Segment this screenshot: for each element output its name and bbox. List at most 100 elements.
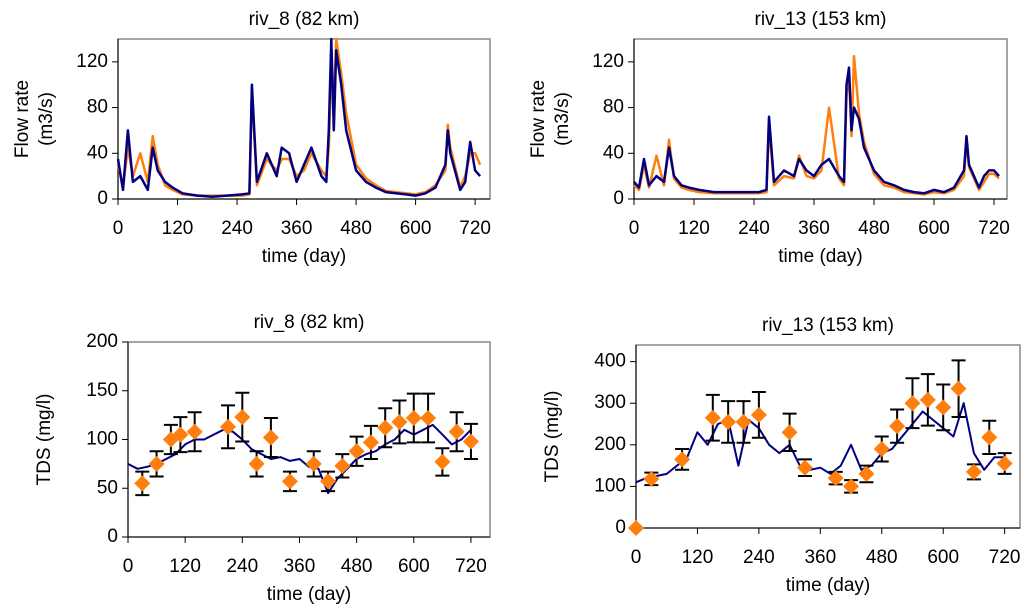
x-tick-label: 0 xyxy=(113,218,124,239)
y-tick-label: 40 xyxy=(603,142,624,163)
y-axis-label: TDS (mg/l) xyxy=(34,394,55,486)
x-tick-label: 480 xyxy=(340,218,372,239)
data-line xyxy=(633,66,1000,195)
y-axis-label: (m3/s) xyxy=(552,92,573,146)
data-point xyxy=(305,455,322,472)
y-tick-label: 400 xyxy=(594,351,626,372)
data-point xyxy=(281,473,298,490)
data-point xyxy=(220,418,237,435)
data-point xyxy=(889,418,906,435)
data-point xyxy=(904,395,921,412)
data-point xyxy=(377,419,394,436)
y-axis-label: (m3/s) xyxy=(36,92,57,146)
x-axis-label: time (day) xyxy=(267,584,351,605)
x-tick-label: 360 xyxy=(281,218,313,239)
x-tick-label: 120 xyxy=(162,218,194,239)
y-tick-label: 100 xyxy=(86,429,118,450)
x-tick-label: 120 xyxy=(169,556,201,577)
chart-title: riv_13 (153 km) xyxy=(755,9,887,30)
x-tick-label: 720 xyxy=(978,218,1010,239)
data-line xyxy=(116,37,482,198)
y-tick-label: 120 xyxy=(76,51,108,72)
y-tick-label: 40 xyxy=(87,142,108,163)
y-tick-label: 120 xyxy=(592,51,624,72)
x-tick-label: 600 xyxy=(918,218,950,239)
x-tick-label: 240 xyxy=(221,218,253,239)
x-tick-label: 360 xyxy=(804,547,836,568)
chart-title: riv_8 (82 km) xyxy=(254,312,365,333)
x-tick-label: 720 xyxy=(455,556,487,577)
y-tick-label: 0 xyxy=(615,517,626,538)
x-tick-label: 600 xyxy=(398,556,430,577)
x-tick-label: 0 xyxy=(123,556,134,577)
x-axis-label: time (day) xyxy=(786,575,870,596)
data-point xyxy=(172,426,189,443)
data-point xyxy=(628,520,644,536)
x-tick-label: 0 xyxy=(631,547,642,568)
x-tick-label: 120 xyxy=(682,547,714,568)
plot-frame xyxy=(635,344,1021,529)
data-point xyxy=(248,455,265,472)
y-tick-label: 150 xyxy=(86,380,118,401)
data-point xyxy=(148,455,165,472)
y-tick-label: 0 xyxy=(97,188,108,209)
y-tick-label: 200 xyxy=(86,331,118,352)
data-point xyxy=(843,478,860,495)
x-tick-label: 360 xyxy=(284,556,316,577)
data-point xyxy=(262,429,279,446)
data-point xyxy=(186,423,203,440)
y-tick-label: 80 xyxy=(87,97,108,118)
plot-frame xyxy=(117,38,491,200)
x-tick-label: 360 xyxy=(798,218,830,239)
x-tick-label: 600 xyxy=(400,218,432,239)
data-point xyxy=(704,409,721,426)
data-point xyxy=(781,424,798,441)
chart-title: riv_8 (82 km) xyxy=(249,9,360,30)
x-tick-label: 480 xyxy=(341,556,373,577)
x-tick-label: 120 xyxy=(678,218,710,239)
x-tick-label: 480 xyxy=(858,218,890,239)
data-point xyxy=(643,470,660,487)
data-point xyxy=(362,434,379,451)
x-tick-label: 240 xyxy=(738,218,770,239)
data-line xyxy=(635,402,1005,484)
data-point xyxy=(405,410,422,427)
data-point xyxy=(796,459,813,476)
data-point xyxy=(935,399,952,416)
data-point xyxy=(334,457,351,474)
data-point xyxy=(735,413,752,430)
y-tick-label: 0 xyxy=(613,188,624,209)
chart-title: riv_13 (153 km) xyxy=(762,315,894,336)
y-tick-label: 0 xyxy=(107,526,118,547)
x-tick-label: 720 xyxy=(459,218,491,239)
x-axis-label: time (day) xyxy=(262,246,346,267)
data-point xyxy=(420,410,437,427)
data-point xyxy=(981,429,998,446)
plot-frame xyxy=(633,38,1008,200)
data-point xyxy=(448,423,465,440)
data-point xyxy=(434,453,451,470)
data-point xyxy=(320,473,337,490)
x-tick-label: 0 xyxy=(629,218,640,239)
data-line xyxy=(633,54,1000,196)
data-point xyxy=(391,413,408,430)
data-point xyxy=(234,409,251,426)
y-tick-label: 100 xyxy=(594,475,626,496)
y-axis-label: Flow rate xyxy=(12,80,33,158)
data-point xyxy=(919,391,936,408)
data-point xyxy=(720,413,737,430)
data-point xyxy=(674,451,691,468)
x-tick-label: 720 xyxy=(989,547,1021,568)
data-line xyxy=(116,37,482,197)
data-point xyxy=(965,463,982,480)
data-point xyxy=(750,406,767,423)
y-axis-label: Flow rate xyxy=(528,80,549,158)
data-point xyxy=(827,470,844,487)
data-point xyxy=(462,433,479,450)
x-axis-label: time (day) xyxy=(778,246,862,267)
y-tick-label: 200 xyxy=(594,434,626,455)
y-axis-label: TDS (mg/l) xyxy=(542,391,563,483)
x-tick-label: 480 xyxy=(866,547,898,568)
data-point xyxy=(996,455,1013,472)
